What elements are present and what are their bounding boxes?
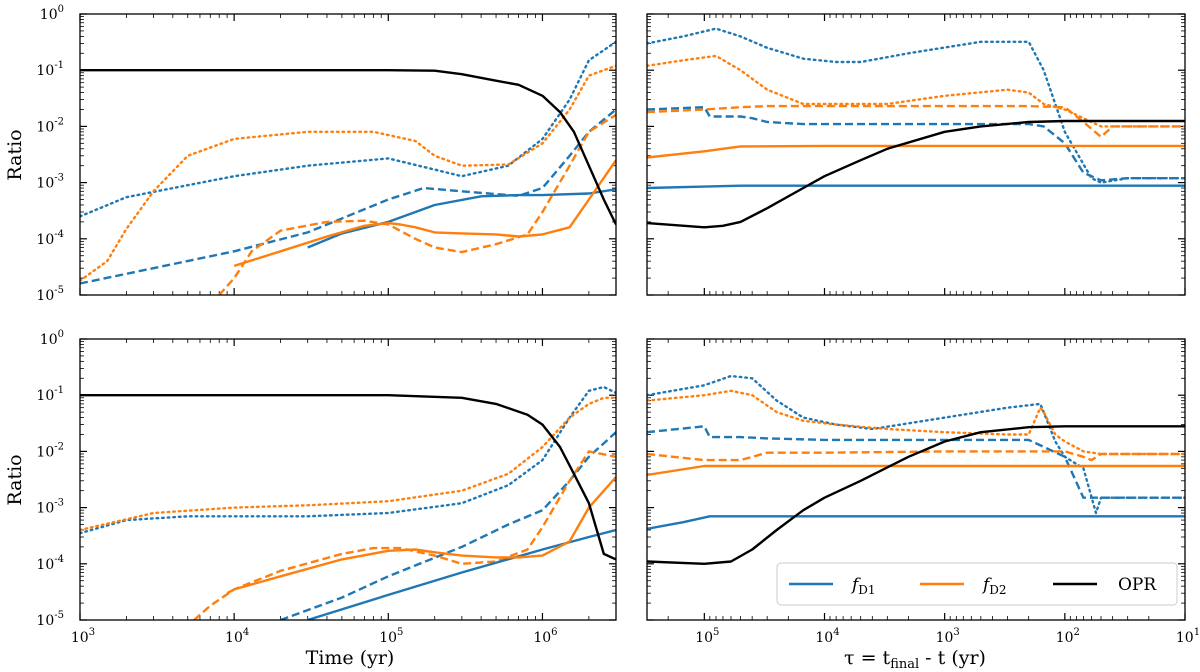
series-fD2-solid bbox=[647, 464, 1185, 477]
series-fD2-dashed bbox=[218, 113, 616, 295]
x-tick-label: 101 bbox=[1176, 627, 1200, 646]
series-OPR-solid bbox=[80, 394, 616, 561]
x-tick-label: 103 bbox=[71, 627, 95, 646]
series-fD1-dashed bbox=[647, 425, 1185, 499]
x-tick-label: 104 bbox=[815, 627, 839, 646]
legend-entry-fD2: fD2 bbox=[920, 575, 1007, 597]
axes-frame bbox=[646, 13, 1186, 296]
series-fD2-solid bbox=[226, 476, 616, 595]
ylabel-top: Ratio bbox=[4, 129, 26, 180]
series-fD2-dashed bbox=[647, 104, 1185, 139]
legend-frame bbox=[776, 562, 1178, 606]
legend-entry-fD1: fD1 bbox=[789, 575, 876, 597]
axes-frame bbox=[79, 13, 617, 296]
series-fD1-dashed bbox=[280, 431, 616, 620]
series-fD1-solid bbox=[647, 184, 1185, 190]
panel-bottom-right: 105 104 103 102 101 bbox=[646, 338, 1200, 646]
series-OPR-solid bbox=[80, 68, 616, 226]
series-fD2-dotted bbox=[80, 396, 616, 532]
y-tick-label: 100 bbox=[40, 4, 64, 23]
series-OPR-solid bbox=[647, 425, 1185, 565]
legend-label-fD1: fD1 bbox=[850, 575, 876, 597]
axes-frame bbox=[646, 338, 1186, 621]
legend: fD1 fD2 OPR bbox=[776, 562, 1178, 606]
series-fD2-dashed bbox=[647, 450, 1185, 462]
y-tick-label: 10-4 bbox=[36, 229, 64, 248]
series-fD1-solid bbox=[307, 188, 616, 249]
legend-entry-OPR: OPR bbox=[1053, 575, 1157, 595]
y-tick-label: 10-2 bbox=[36, 116, 64, 135]
ticks bbox=[79, 13, 617, 296]
series-fD2-dotted bbox=[80, 64, 616, 282]
xlabel-time: Time (yr) bbox=[306, 647, 395, 669]
x-tick-label: 103 bbox=[936, 627, 960, 646]
series-fD1-dashed bbox=[647, 105, 1185, 182]
series-fD2-dotted bbox=[647, 54, 1185, 128]
y-tick-label: 10-3 bbox=[36, 498, 64, 517]
panel-top-left: 100 10-1 10-2 10-3 10-4 10-5 bbox=[36, 4, 617, 304]
axes-frame bbox=[79, 338, 617, 621]
series-group bbox=[647, 374, 1185, 565]
series-fD2-solid bbox=[233, 159, 616, 268]
series-fD2-dotted bbox=[647, 389, 1185, 456]
x-tick-label: 105 bbox=[695, 627, 719, 646]
y-tick-label: 10-5 bbox=[36, 610, 64, 629]
x-tick-label: 105 bbox=[379, 627, 403, 646]
xlabel-tau: τ = tfinal - t (yr) bbox=[844, 647, 986, 672]
ylabel-bottom: Ratio bbox=[4, 454, 26, 505]
x-tick-label: 104 bbox=[225, 627, 249, 646]
y-tick-label: 10-1 bbox=[36, 60, 64, 79]
legend-label-OPR: OPR bbox=[1118, 575, 1157, 595]
series-OPR-solid bbox=[647, 119, 1185, 229]
series-fD2-dashed bbox=[193, 450, 616, 620]
y-tick-label: 10-1 bbox=[36, 385, 64, 404]
series-fD1-dashed bbox=[80, 108, 616, 285]
panel-top-right bbox=[646, 13, 1186, 296]
x-tick-label: 106 bbox=[533, 627, 557, 646]
y-tick-label: 10-5 bbox=[36, 285, 64, 304]
series-fD1-dotted bbox=[647, 374, 1185, 515]
series-group bbox=[647, 27, 1185, 229]
x-tick-label: 102 bbox=[1056, 627, 1080, 646]
series-fD1-dotted bbox=[80, 385, 616, 535]
series-fD1-solid bbox=[647, 515, 1185, 530]
series-group bbox=[80, 40, 616, 295]
ticks bbox=[646, 13, 1186, 296]
series-fD1-dotted bbox=[647, 27, 1185, 184]
legend-label-fD2: fD2 bbox=[981, 575, 1007, 597]
y-tick-label: 10-3 bbox=[36, 173, 64, 192]
series-fD1-solid bbox=[307, 528, 616, 620]
y-tick-label: 10-4 bbox=[36, 554, 64, 573]
series-fD2-solid bbox=[647, 144, 1185, 159]
ticks bbox=[79, 338, 617, 621]
panel-bottom-left: 100 10-1 10-2 10-3 10-4 10-5 103 104 105 106 bbox=[36, 329, 617, 646]
series-group bbox=[80, 385, 616, 620]
series-fD1-dotted bbox=[80, 40, 616, 218]
y-tick-label: 100 bbox=[40, 329, 64, 348]
y-tick-label: 10-2 bbox=[36, 441, 64, 460]
